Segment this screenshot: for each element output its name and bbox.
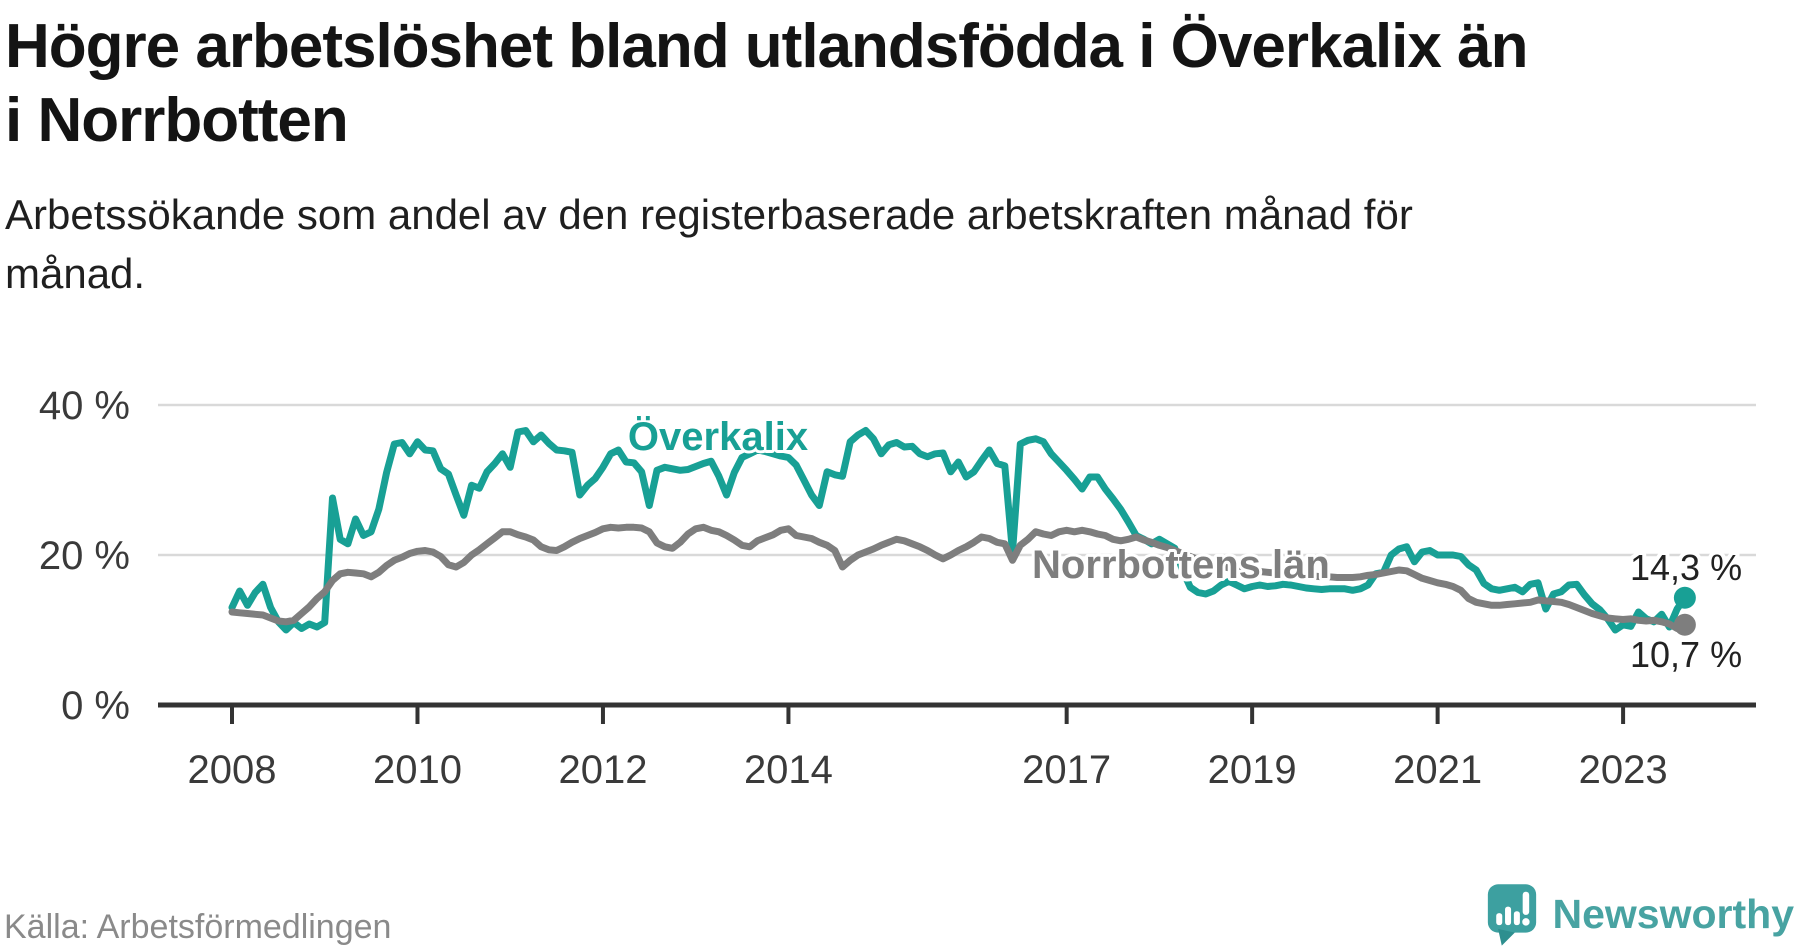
chart-subtitle: Arbetssökande som andel av den registerb… xyxy=(5,185,1785,304)
logo-bar-3 xyxy=(1513,911,1520,926)
series-line-norrbotten xyxy=(228,523,1689,632)
x-axis-label-2023: 2023 xyxy=(1579,748,1668,792)
y-axis-label-40: 40 % xyxy=(39,384,130,428)
logo-bar-2 xyxy=(1504,906,1511,926)
x-axis-label-2017: 2017 xyxy=(1022,748,1111,792)
page-title-line-2: i Norrbotten xyxy=(5,86,349,156)
logo-bar-1 xyxy=(1495,913,1502,926)
page-title-line-1: Högre arbetslöshet bland utlandsfödda i … xyxy=(5,12,1528,81)
page-title: Högre arbetslöshet bland utlandsfödda i … xyxy=(5,10,1785,159)
x-axis-label-2019: 2019 xyxy=(1208,748,1297,792)
logo-bubble-tail xyxy=(1497,928,1515,946)
newsworthy-logo-icon xyxy=(1487,884,1536,946)
y-axis-label-0: 0 % xyxy=(61,684,130,728)
series-label-norrbotten: Norrbottens län xyxy=(1032,543,1330,587)
chart-header: Högre arbetslöshet bland utlandsfödda i … xyxy=(5,10,1785,304)
logo-exclamation-dot xyxy=(1521,918,1530,926)
series-end-dot-overkalix xyxy=(1673,586,1696,609)
x-axis-label-2014: 2014 xyxy=(744,748,833,792)
x-axis-label-2021: 2021 xyxy=(1393,748,1482,792)
series-end-dot-norrbotten xyxy=(1673,613,1696,636)
newsworthy-brand: Newsworthy xyxy=(1486,882,1795,946)
x-axis-label-2008: 2008 xyxy=(188,748,277,792)
x-axis-label-2010: 2010 xyxy=(373,748,462,792)
chart-subtitle-line-2: månad. xyxy=(5,250,146,298)
series-label-overkalix: Överkalix xyxy=(628,414,808,459)
y-axis-label-20: 20 % xyxy=(39,534,130,578)
source-label: Källa: Arbetsförmedlingen xyxy=(4,908,392,946)
end-value-label-overkalix: 14,3 % xyxy=(1630,547,1742,588)
logo-exclamation-bar xyxy=(1522,891,1529,915)
end-value-label-norrbotten: 10,7 % xyxy=(1630,634,1742,675)
chart-subtitle-line-1: Arbetssökande som andel av den registerb… xyxy=(5,190,1413,238)
newsworthy-wordmark: Newsworthy xyxy=(1552,890,1795,937)
x-axis-label-2012: 2012 xyxy=(558,748,647,792)
series-line-overkalix xyxy=(228,427,1689,634)
